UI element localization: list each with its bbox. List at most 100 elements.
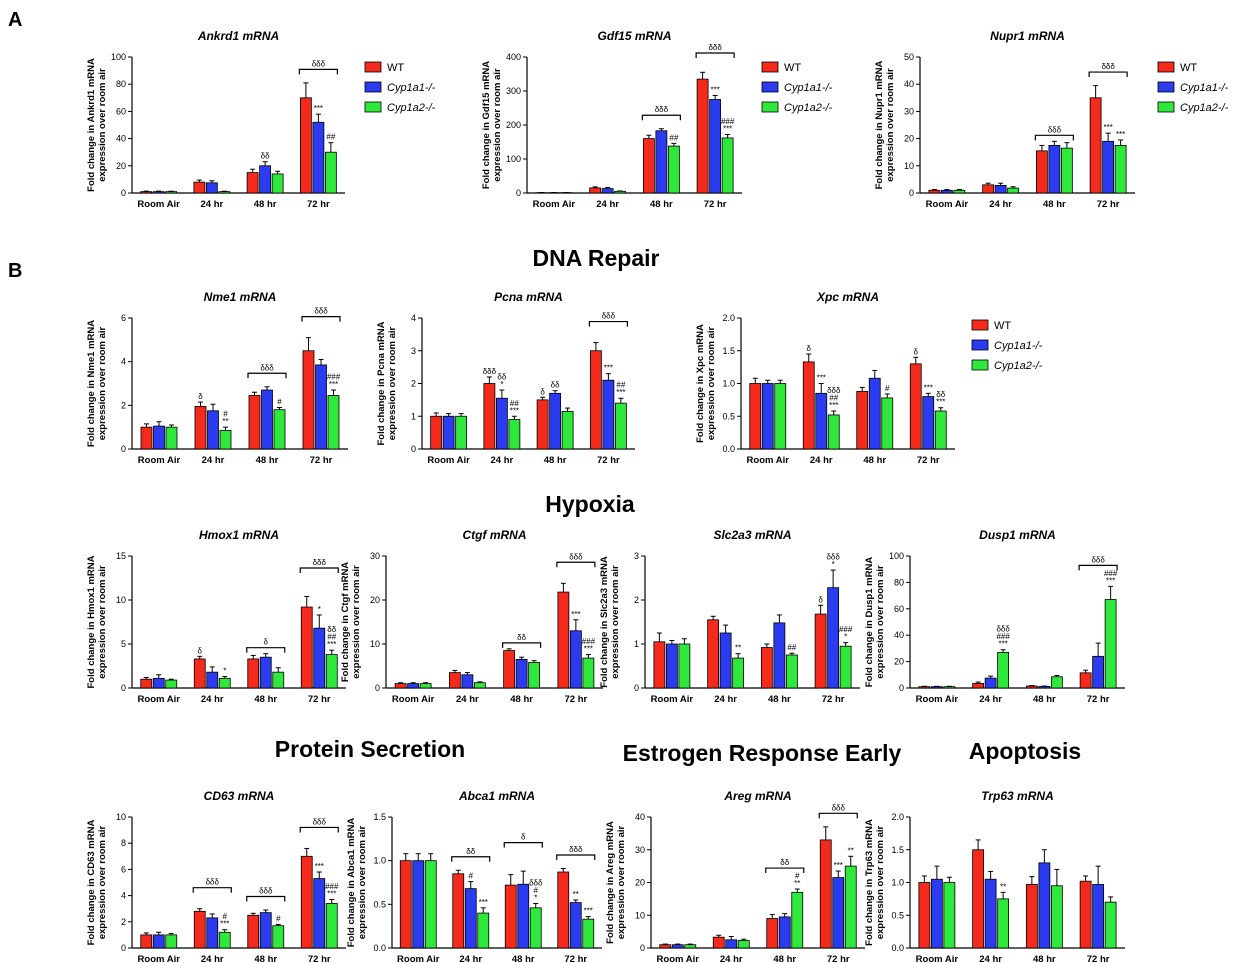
bar: [642, 138, 655, 194]
y-tick-label: 300: [506, 86, 521, 96]
legend-swatch: [971, 339, 989, 351]
bar: [1050, 885, 1063, 949]
bar: [881, 397, 894, 450]
bar: [152, 934, 165, 949]
bracket-label: δδ: [517, 633, 526, 642]
bar: [1035, 150, 1048, 194]
y-tick-label: 20: [116, 161, 126, 171]
x-tick-label: 72 hr: [827, 954, 850, 963]
significance-label: #: [277, 398, 282, 407]
significance-label: *: [832, 560, 835, 569]
bar: [325, 654, 338, 689]
significance-bracket: [299, 567, 339, 573]
y-tick-label: 80: [116, 79, 126, 89]
bar: [271, 173, 284, 194]
y-tick-label: 200: [506, 120, 521, 130]
significance-label: δ: [198, 646, 203, 655]
bar: [504, 884, 517, 949]
bar: [165, 191, 178, 194]
y-tick-label: 4: [121, 357, 126, 367]
y-tick-label: 1.5: [722, 346, 735, 356]
x-tick-label: 48 hr: [1033, 954, 1056, 963]
significance-bracket: [641, 114, 681, 121]
bar: [247, 658, 260, 689]
chart-nupr1-mrna: Nupr1 mRNA Fold change in Nupr1 mRNAexpre…: [874, 29, 1135, 210]
significance-label: *: [500, 380, 503, 389]
x-tick-label: 72 hr: [564, 954, 587, 963]
y-tick-label: 20: [894, 657, 904, 667]
bar: [1079, 880, 1092, 949]
bar: [1102, 140, 1115, 194]
legend-label: Cyp1a1-/-: [784, 82, 833, 94]
significance-label: **: [735, 644, 741, 653]
significance-bracket: [246, 895, 286, 902]
bar: [1089, 97, 1102, 194]
bar: [918, 882, 931, 949]
legend-label: Cyp1a2-/-: [387, 102, 436, 114]
bar: [827, 587, 840, 689]
significance-bracket: [298, 68, 338, 75]
legend-swatch: [1157, 101, 1175, 113]
bar: [302, 350, 315, 450]
significance-bracket: [695, 52, 735, 58]
significance-label: #: [885, 384, 890, 393]
bar: [219, 430, 232, 450]
bracket-label: δδ: [466, 847, 475, 856]
significance-bracket: [503, 842, 543, 848]
section-title-apoptosis: Apoptosis: [969, 738, 1081, 764]
bar: [712, 936, 725, 949]
bar: [517, 883, 530, 949]
bar: [785, 654, 798, 689]
x-tick-label: 48 hr: [768, 694, 791, 705]
bar: [909, 363, 922, 450]
chart-title: Ankrd1 mRNA: [197, 29, 279, 43]
chart-title: Dusp1 mRNA: [979, 528, 1056, 542]
bar: [659, 944, 672, 949]
bar: [448, 672, 461, 689]
significance-label: δδ: [261, 152, 270, 161]
legends-layer: WT Cyp1a1-/- Cyp1a2-/- WT Cyp1a1-/- Cyp1a2-/-…: [364, 61, 1229, 372]
bar: [1048, 144, 1061, 194]
bracket-label: δδ: [780, 858, 789, 867]
chart-trp63-mrna: Trp63 mRNA Fold change in Trp63 mRNAexpre…: [864, 789, 1125, 963]
significance-label: ***: [834, 861, 843, 870]
y-tick-label: 0.5: [891, 910, 904, 920]
bar: [589, 350, 602, 450]
bar: [602, 379, 615, 450]
y-tick-label: 60: [894, 604, 904, 614]
y-tick-label: 20: [635, 878, 645, 888]
significance-label: ***: [924, 383, 933, 392]
bar: [495, 397, 508, 450]
significance-label: #: [469, 872, 474, 881]
y-tick-label: 15: [116, 551, 126, 561]
chart-nme1-mrna: Nme1 mRNA Fold change in Nme1 mRNAexpress…: [86, 290, 348, 466]
significance-label: ***: [604, 364, 613, 373]
x-tick-label: 72 hr: [597, 455, 620, 466]
x-tick-label: 24 hr: [201, 694, 224, 705]
y-axis-label: Fold change in Areg mRNAexpression over …: [605, 821, 627, 944]
bracket-label: δδδ: [569, 845, 583, 854]
bar: [667, 145, 680, 194]
chart-areg-mrna: Areg mRNA Fold change in Areg mRNAexpress…: [605, 789, 865, 963]
bar: [207, 410, 219, 450]
bar: [1092, 884, 1105, 949]
significance-bracket: [556, 854, 596, 861]
bar: [430, 415, 443, 450]
bar: [193, 181, 206, 194]
bracket-label: δδδ: [1101, 62, 1115, 71]
significance-label: ***: [510, 406, 519, 415]
significance-bracket: [246, 647, 286, 653]
chart-dusp1-mrna: Dusp1 mRNA Fold change in Dusp1 mRNAexpre…: [864, 528, 1125, 705]
y-tick-label: 30: [370, 551, 380, 561]
bar: [442, 415, 455, 450]
significance-label: **: [222, 417, 228, 426]
y-tick-label: 2: [121, 917, 126, 927]
section-title-dna-repair: DNA Repair: [533, 245, 660, 271]
x-tick-label: 24 hr: [201, 954, 224, 963]
bar: [589, 187, 602, 194]
bar: [1007, 187, 1020, 194]
x-tick-label: Room Air: [137, 199, 180, 210]
x-tick-label: 48 hr: [254, 694, 277, 705]
significance-label: ***: [1103, 123, 1112, 132]
y-tick-label: 30: [635, 845, 645, 855]
